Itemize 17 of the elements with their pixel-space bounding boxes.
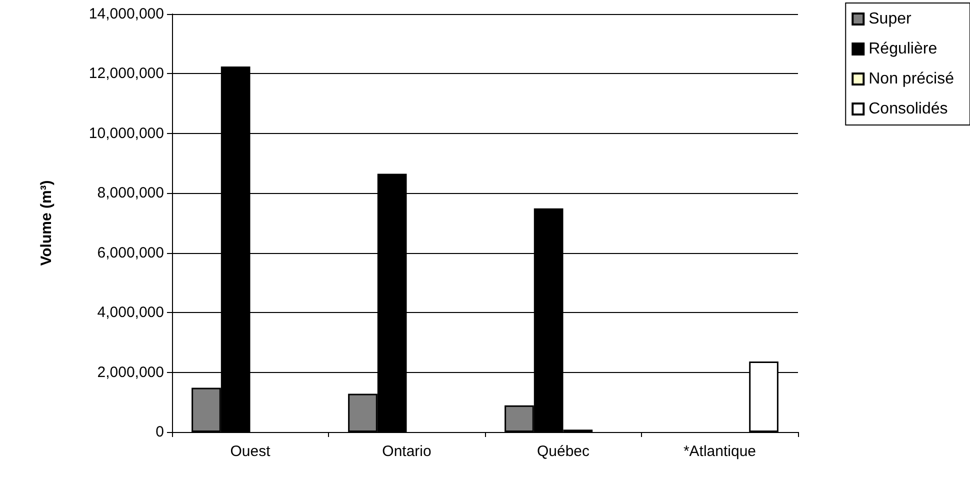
y-tick-label: 14,000,000 bbox=[88, 6, 164, 22]
legend-label: Consolidés bbox=[868, 100, 948, 118]
x-tick-label: Ouest bbox=[230, 443, 272, 460]
y-tick-label: 4,000,000 bbox=[97, 304, 164, 322]
legend-label: Non précisé bbox=[868, 70, 954, 88]
legend-label: Régulière bbox=[868, 40, 938, 58]
y-tick-label: 2,000,000 bbox=[97, 364, 164, 381]
y-tick-label: 0 bbox=[156, 424, 164, 440]
x-tick-label: *Atlantique bbox=[683, 443, 756, 460]
x-tick-label: Ontario bbox=[382, 443, 432, 460]
y-axis-title: Volume (m³) bbox=[38, 180, 55, 266]
legend-label: Super bbox=[868, 10, 912, 28]
y-tick-label: 6,000,000 bbox=[97, 244, 164, 262]
y-tick-label: 10,000,000 bbox=[88, 124, 164, 142]
y-tick-label: 8,000,000 bbox=[97, 184, 164, 202]
y-tick-label: 12,000,000 bbox=[88, 65, 164, 82]
x-tick-label: Québec bbox=[536, 443, 590, 460]
